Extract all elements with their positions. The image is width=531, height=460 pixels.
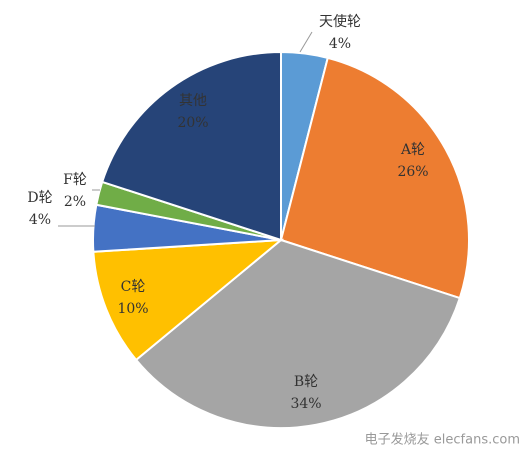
slice-label: A轮 [400, 142, 425, 158]
pie-slice [134, 238, 462, 429]
slice-label: C轮 [121, 279, 146, 295]
value-label: 4% [29, 212, 51, 228]
pie-slice [100, 50, 282, 242]
value-label: 10% [117, 301, 148, 317]
pie-slice [279, 56, 470, 300]
slice-label: 其他 [179, 93, 207, 109]
value-label: 4% [329, 36, 351, 52]
slice-label: F轮 [63, 172, 87, 188]
value-label: 26% [397, 164, 428, 180]
watermark: 电子发烧友 elecfans.com [365, 432, 520, 448]
pie-slice [92, 238, 285, 362]
value-label: 2% [64, 194, 86, 210]
leader-line [299, 31, 313, 53]
slice-label: D轮 [27, 190, 52, 206]
value-label: 34% [290, 396, 321, 412]
slice-label: 天使轮 [319, 13, 361, 30]
slice-label: B轮 [294, 374, 318, 390]
value-label: 20% [177, 115, 208, 131]
